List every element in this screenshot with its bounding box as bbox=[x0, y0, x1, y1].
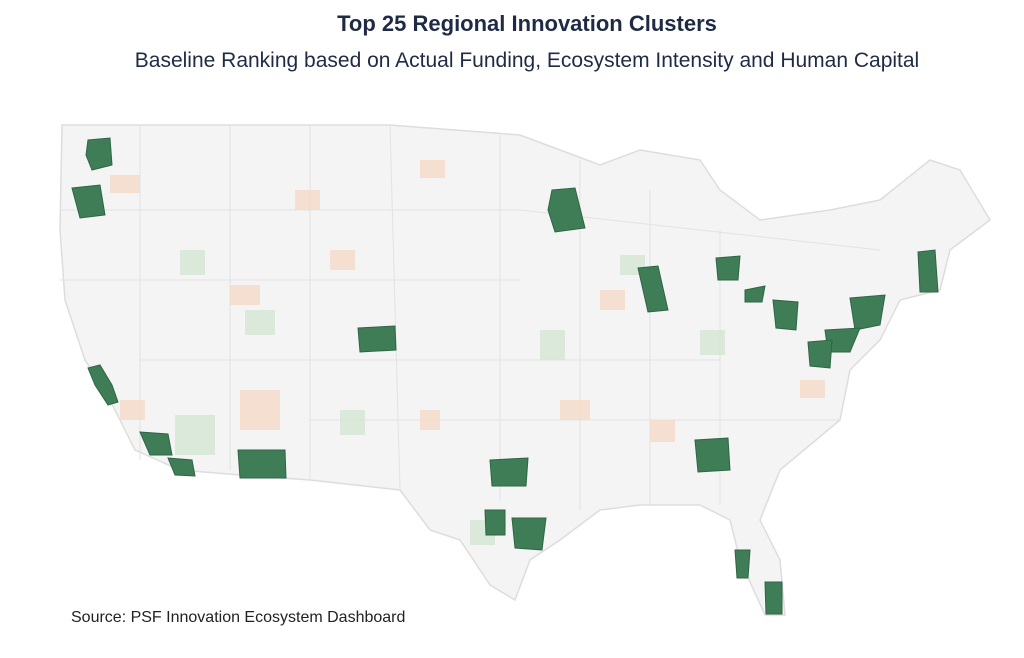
top-clusters bbox=[71, 137, 939, 615]
us-map bbox=[59, 124, 991, 616]
subtitle: Baseline Ranking based on Actual Funding… bbox=[135, 49, 919, 72]
source-note: Source: PSF Innovation Ecosystem Dashboa… bbox=[71, 609, 405, 626]
title: Top 25 Regional Innovation Clusters bbox=[337, 11, 717, 36]
minor-regions bbox=[110, 160, 825, 545]
